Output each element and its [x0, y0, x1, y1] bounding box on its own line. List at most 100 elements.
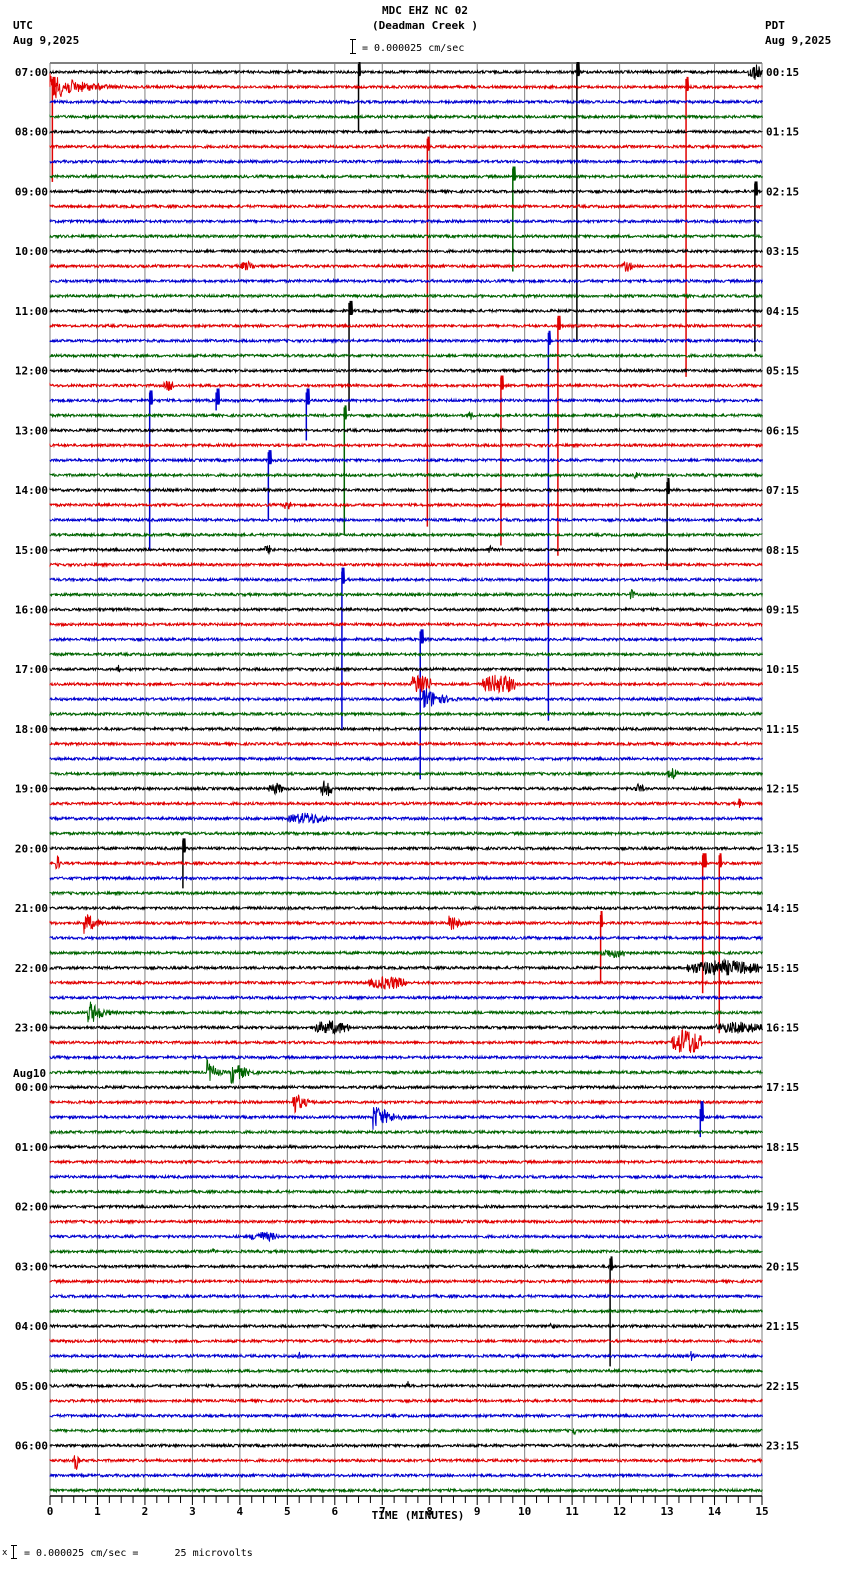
trace-row	[49, 1442, 763, 1449]
footer-scale-prefix: x	[2, 1548, 8, 1558]
pdt-hour-label: 23:15	[766, 1440, 799, 1453]
trace-row	[49, 1322, 763, 1330]
trace-row	[49, 501, 763, 510]
pdt-hour-label: 22:15	[766, 1380, 799, 1393]
trace-row	[49, 1231, 763, 1243]
utc-hour-label: 14:00	[15, 484, 48, 497]
trace-row	[49, 740, 763, 748]
pdt-hour-label: 03:15	[766, 245, 799, 258]
trace-row	[49, 994, 763, 1001]
pdt-hour-label: 05:15	[766, 365, 799, 378]
utc-hour-label: 12:00	[15, 365, 48, 378]
trace-row	[49, 567, 763, 584]
utc-hour-label: 16:00	[15, 603, 48, 616]
trace-row	[49, 976, 763, 990]
trace-row	[49, 606, 763, 613]
x-tick-label: 5	[284, 1505, 291, 1518]
trace-row	[49, 1094, 763, 1115]
pdt-hour-label: 15:15	[766, 962, 799, 975]
x-tick-label: 2	[142, 1505, 149, 1518]
trace-row	[49, 780, 763, 797]
x-tick-label: 3	[189, 1505, 196, 1518]
trace-row	[49, 1278, 763, 1285]
trace-row	[49, 442, 763, 449]
trace-row	[49, 450, 763, 465]
pdt-hour-label: 16:15	[766, 1022, 799, 1035]
trace-row	[49, 247, 763, 255]
utc-hour-label: 08:00	[15, 126, 48, 139]
x-tick-label: 14	[708, 1505, 722, 1518]
trace-row	[49, 1397, 763, 1404]
right-date: Aug 9,2025	[765, 34, 832, 47]
trace-row	[49, 798, 763, 808]
trace-row	[49, 1188, 763, 1195]
trace-row	[49, 561, 763, 568]
trace-row	[49, 181, 763, 196]
trace-row	[49, 203, 763, 210]
x-tick-label: 6	[331, 1505, 338, 1518]
scale-label: = 0.000025 cm/sec	[362, 43, 465, 54]
trace-row	[49, 838, 763, 853]
pdt-hour-label: 17:15	[766, 1081, 799, 1094]
utc-hour-label: 15:00	[15, 544, 48, 557]
trace-row	[49, 1293, 763, 1300]
trace-row	[49, 427, 763, 434]
utc-hour-label: 18:00	[15, 723, 48, 736]
pdt-hour-label: 08:15	[766, 544, 799, 557]
trace-row	[49, 629, 763, 644]
trace-row	[49, 1203, 763, 1210]
traces	[49, 61, 763, 1494]
trace-row	[49, 889, 763, 897]
trace-row	[49, 158, 763, 165]
trace-row	[49, 260, 763, 272]
utc-hour-label: 23:00	[15, 1022, 48, 1035]
trace-row	[49, 98, 763, 106]
trace-row	[49, 1307, 763, 1315]
trace-row	[49, 875, 763, 882]
trace-row	[49, 1028, 763, 1053]
trace-row	[49, 1472, 763, 1479]
trace-row	[49, 471, 763, 480]
utc-hour-label: 11:00	[15, 305, 48, 318]
trace-row	[49, 1455, 763, 1470]
utc-hour-label: 20:00	[15, 842, 48, 855]
utc-hour-label: 19:00	[15, 783, 48, 796]
pdt-hour-label: 01:15	[766, 126, 799, 139]
x-tick-label: 12	[613, 1505, 626, 1518]
trace-row	[49, 621, 763, 628]
trace-row	[49, 61, 763, 80]
x-tick-label: 15	[755, 1505, 768, 1518]
x-tick-label: 0	[47, 1505, 54, 1518]
trace-row	[49, 292, 763, 300]
pdt-hour-label: 14:15	[766, 902, 799, 915]
pdt-hour-label: 21:15	[766, 1320, 799, 1333]
trace-row	[49, 300, 763, 316]
trace-row	[49, 1256, 763, 1271]
utc-hour-label: 00:00	[15, 1081, 48, 1094]
x-tick-label: 13	[660, 1505, 673, 1518]
trace-row	[49, 1158, 763, 1166]
trace-row	[49, 233, 763, 240]
trace-row	[49, 904, 763, 912]
trace-row	[49, 958, 763, 976]
trace-row	[49, 277, 763, 285]
pdt-hour-label: 02:15	[766, 185, 799, 198]
utc-hour-label: 06:00	[15, 1440, 48, 1453]
pdt-hour-label: 19:15	[766, 1201, 799, 1214]
trace-row	[49, 405, 763, 420]
trace-row	[49, 1143, 763, 1151]
utc-hour-label: 21:00	[15, 902, 48, 915]
trace-row	[49, 1412, 763, 1419]
x-tick-label: 8	[426, 1505, 433, 1518]
pdt-hour-label: 00:15	[766, 66, 799, 79]
pdt-hour-label: 20:15	[766, 1260, 799, 1273]
trace-row	[49, 1101, 763, 1130]
trace-row	[49, 934, 763, 942]
utc-hour-label: 22:00	[15, 962, 48, 975]
trace-row	[49, 128, 763, 135]
trace-row	[49, 1487, 763, 1494]
utc-hour-label: 17:00	[15, 663, 48, 676]
trace-row	[49, 388, 763, 405]
trace-row	[49, 664, 763, 673]
